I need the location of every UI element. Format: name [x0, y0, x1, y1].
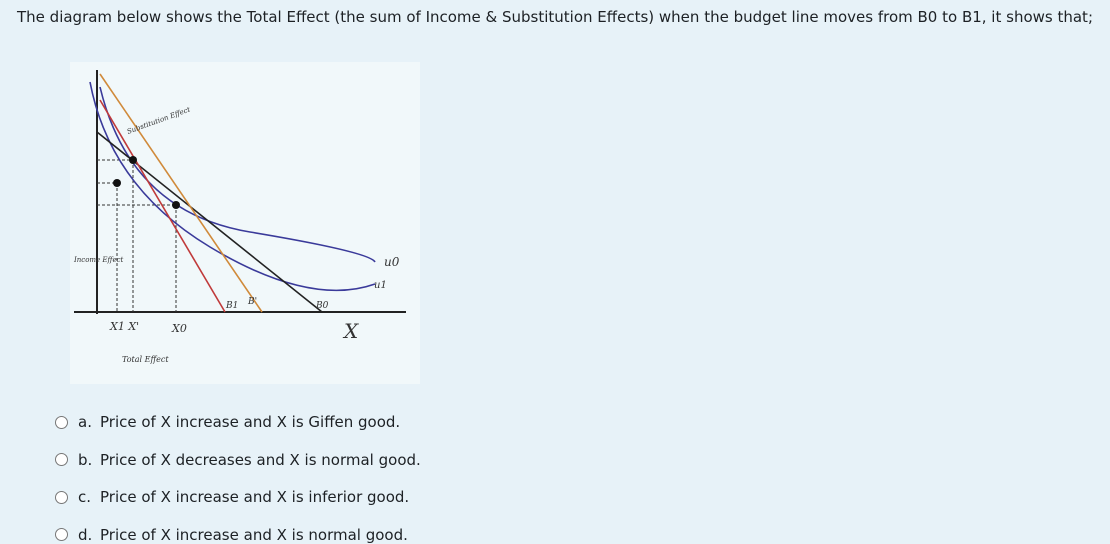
- option-letter: d.: [78, 525, 93, 544]
- option-letter: a.: [78, 413, 92, 431]
- diagram-bg: [70, 62, 420, 384]
- label: X1 X': [109, 320, 139, 333]
- label: X0: [171, 322, 187, 335]
- label: X: [342, 319, 359, 343]
- point: [113, 179, 121, 187]
- radio-button[interactable]: [55, 490, 68, 504]
- option-text: Price of X decreases and X is normal goo…: [100, 450, 421, 469]
- label: Income Effect: [73, 256, 124, 264]
- question-text: The diagram below shows the Total Effect…: [17, 8, 1093, 26]
- label: B': [247, 297, 257, 307]
- label: u1: [374, 280, 387, 291]
- curve-u0: [99, 86, 376, 263]
- point: [129, 156, 137, 164]
- label: u0: [384, 255, 400, 269]
- option[interactable]: c. Price of X increase and X is inferior …: [55, 488, 409, 506]
- option-letter: b.: [78, 450, 93, 469]
- radio-button[interactable]: [55, 528, 68, 541]
- radio-button[interactable]: [55, 415, 68, 429]
- option[interactable]: d. Price of X increase and X is normal go…: [55, 526, 408, 544]
- label: B0: [315, 301, 329, 311]
- label: B1: [225, 301, 238, 311]
- diagram: y y' y1 y0 Substitution Effect Income Ef…: [70, 62, 420, 384]
- point: [172, 201, 180, 209]
- label: Total Effect: [122, 355, 169, 364]
- radio-button[interactable]: [55, 453, 68, 466]
- option[interactable]: b. Price of X decreases and X is normal g…: [55, 451, 421, 469]
- budget-b1: [99, 99, 226, 313]
- option-text: Price of X increase and X is Giffen good…: [100, 413, 401, 431]
- option[interactable]: a. Price of X increase and X is Giffen go…: [55, 413, 400, 431]
- option-text: Price of X increase and X is normal good…: [100, 525, 408, 544]
- budget-bprime: [99, 73, 263, 313]
- option-text: Price of X increase and X is inferior go…: [100, 488, 410, 506]
- option-letter: c.: [78, 488, 92, 506]
